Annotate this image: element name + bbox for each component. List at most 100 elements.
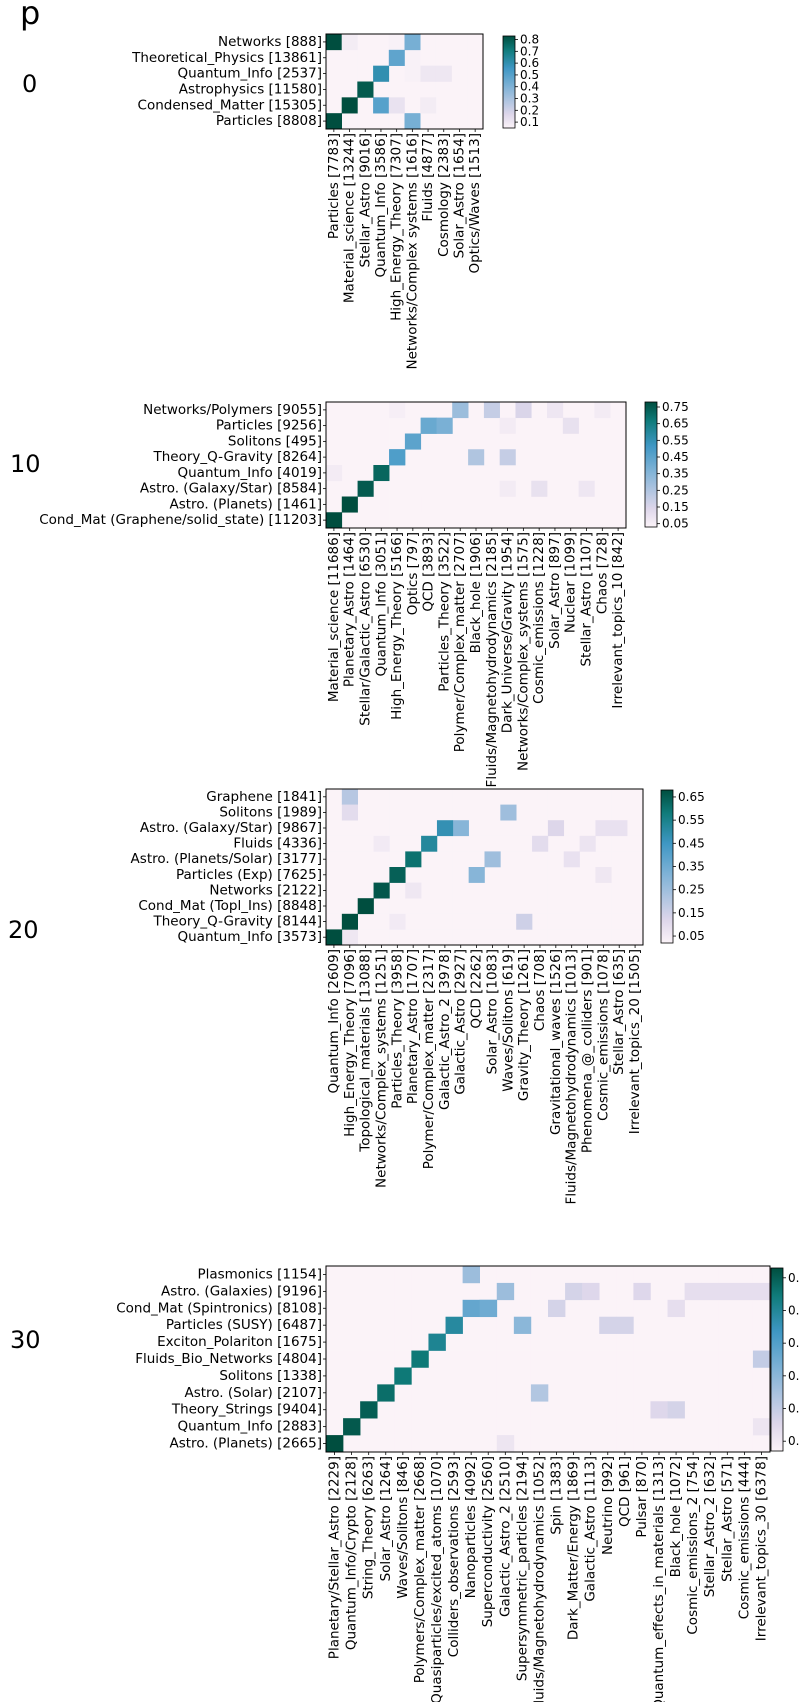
heatmap-cell <box>343 1350 361 1368</box>
heatmap-cell <box>445 1384 463 1402</box>
heatmap-cell <box>627 882 644 899</box>
heatmap-cell <box>326 496 343 513</box>
heatmap-cell <box>343 1418 361 1436</box>
heatmap-panel-1: 10 Networks/Polymers [9055]Particles [925… <box>10 400 689 787</box>
heatmap-cell <box>436 433 453 450</box>
heatmap-cell <box>547 835 565 852</box>
heatmap-cell <box>484 929 501 946</box>
heatmap-cell <box>343 1435 361 1453</box>
heatmap-cell <box>452 789 469 805</box>
heatmap-cell <box>468 512 485 529</box>
heatmap-cell <box>599 1282 617 1301</box>
heatmap-cell <box>594 465 611 482</box>
heatmap-cell <box>341 929 358 946</box>
heatmap-cell <box>531 433 548 450</box>
heatmap-cell <box>752 1435 771 1453</box>
heatmap-cell <box>389 465 406 482</box>
heatmap-cell <box>548 1435 566 1453</box>
colorbar-tick-label: 0.05 <box>678 929 705 943</box>
heatmap-cell <box>341 402 358 419</box>
column-label: Polymer/Complex_matter [2317] <box>421 949 437 1169</box>
heatmap-cell <box>357 433 374 450</box>
heatmap-cell <box>530 1333 549 1351</box>
heatmap-cell <box>579 929 596 946</box>
heatmap-cell <box>421 898 438 915</box>
heatmap-cell <box>377 1435 395 1453</box>
column-label: Chaos [708] <box>532 949 548 1031</box>
heatmap-cell <box>610 417 627 434</box>
heatmap-cell <box>582 1401 600 1419</box>
heatmap-cell <box>435 34 452 51</box>
heatmap-cell <box>428 1367 446 1385</box>
heatmap-cell <box>563 882 580 899</box>
heatmap-cell <box>565 1367 583 1385</box>
heatmap-cell <box>599 1435 617 1453</box>
heatmap-cell <box>420 49 437 66</box>
heatmap-cell <box>532 913 549 930</box>
heatmap-cell <box>483 417 500 434</box>
heatmap-cell <box>599 1299 617 1318</box>
heatmap-cell <box>562 496 579 513</box>
heatmap-cell <box>627 804 644 821</box>
heatmap-cell <box>357 898 374 915</box>
heatmap-cell <box>579 804 596 821</box>
heatmap-cell <box>650 1333 668 1351</box>
heatmap-cell <box>650 1282 668 1301</box>
heatmap-cell <box>582 1367 600 1385</box>
heatmap-cell <box>599 1401 617 1419</box>
heatmap-cell <box>667 1435 685 1453</box>
heatmap-cell <box>468 417 485 434</box>
heatmap-cell <box>435 49 452 66</box>
column-label: Phenomena_@_colliders [901] <box>580 949 596 1153</box>
heatmap-cell <box>516 820 533 837</box>
heatmap-cell <box>496 1401 515 1419</box>
heatmap-cell <box>650 1384 668 1402</box>
heatmap-cell <box>532 820 549 837</box>
heatmap-cell <box>373 820 390 837</box>
heatmap-cell <box>483 480 500 497</box>
heatmap-cell <box>650 1401 668 1419</box>
column-label: Neutrino [992] <box>600 1456 616 1555</box>
heatmap-cell <box>500 835 517 852</box>
heatmap-cell <box>373 512 390 529</box>
heatmap-cell <box>452 820 469 837</box>
column-label: Pulsar [870] <box>634 1456 650 1538</box>
heatmap-cell <box>341 867 358 883</box>
heatmap-cell <box>562 433 579 450</box>
heatmap-cell <box>388 49 405 66</box>
heatmap-cell <box>428 1299 446 1318</box>
heatmap-frame <box>325 788 644 946</box>
heatmap-cell <box>582 1418 600 1436</box>
heatmap-cell <box>650 1316 668 1334</box>
heatmap-cell <box>633 1401 651 1419</box>
panel-label: 0 <box>22 70 37 98</box>
heatmap-cell <box>616 1367 634 1385</box>
heatmap-cell <box>436 835 454 852</box>
heatmap-cell <box>627 835 644 852</box>
heatmap-cell <box>389 789 406 805</box>
column-label: Stellar_Astro [635] <box>611 949 627 1075</box>
heatmap-cell <box>513 1350 532 1368</box>
heatmap-cell <box>445 1299 463 1318</box>
heatmap-cell <box>563 789 580 805</box>
heatmap-cell <box>326 867 343 883</box>
heatmap-cell <box>360 1367 378 1385</box>
column-label: Topological_materials [13088] <box>358 949 374 1153</box>
heatmap-cell <box>701 1299 720 1318</box>
heatmap-cell <box>405 867 422 883</box>
heatmap-cell <box>479 1282 498 1301</box>
heatmap-cell <box>752 1418 771 1436</box>
heatmap-cell <box>326 898 343 915</box>
heatmap-cell <box>595 913 612 930</box>
colorbar-tick-label: 0.2 <box>520 103 539 117</box>
heatmap-cell <box>451 49 468 66</box>
heatmap-cell <box>499 402 516 419</box>
colorbar-tick-label: 0.45 <box>788 1303 799 1317</box>
heatmap-cell <box>667 1350 685 1368</box>
heatmap-cell <box>578 402 595 419</box>
heatmap-cell <box>405 789 422 805</box>
heatmap-cell <box>484 913 501 930</box>
heatmap-cell <box>373 882 390 899</box>
heatmap-cell <box>500 929 517 946</box>
heatmap-cell <box>735 1384 754 1402</box>
